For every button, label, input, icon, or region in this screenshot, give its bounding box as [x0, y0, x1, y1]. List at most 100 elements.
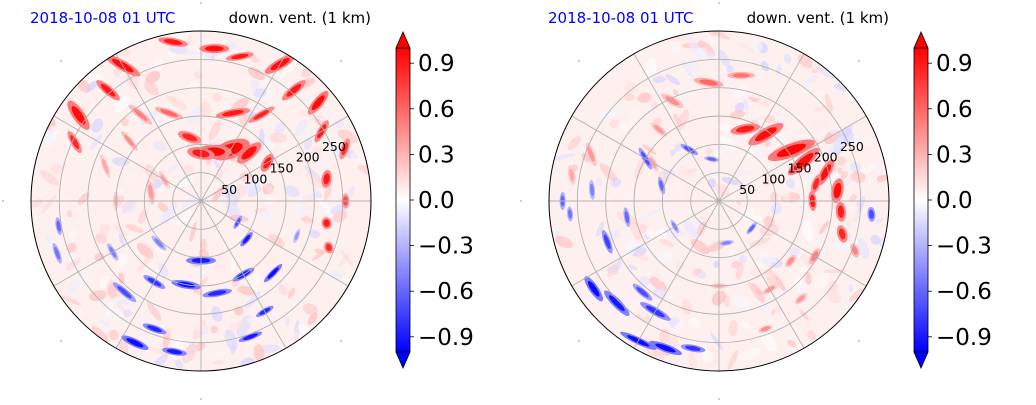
field-cell	[758, 96, 774, 107]
field-cell	[228, 185, 238, 200]
field-cell	[739, 321, 751, 330]
field-cell	[770, 202, 782, 215]
field-cell	[836, 88, 853, 101]
field-cell	[692, 268, 702, 276]
field-cell	[78, 192, 90, 205]
field-cell	[658, 238, 674, 248]
field-cell	[634, 157, 646, 179]
field-cell	[317, 294, 335, 309]
field-cell	[836, 156, 846, 166]
field-cell	[763, 216, 775, 227]
field-cell	[350, 151, 364, 164]
field-cell	[755, 258, 773, 268]
field-cell	[307, 312, 318, 326]
field-cell	[805, 80, 813, 90]
field-cell	[651, 100, 659, 110]
field-cell	[152, 141, 167, 152]
field-blob	[124, 134, 135, 147]
field-blob	[776, 143, 807, 157]
field-blob	[160, 109, 178, 117]
field-cell	[146, 216, 168, 229]
angular-tick	[718, 2, 720, 4]
field-blob	[311, 95, 325, 111]
field-cell	[783, 54, 792, 64]
field-cell	[141, 336, 153, 344]
field-blob	[587, 147, 595, 162]
field-cell	[300, 215, 314, 224]
field-cell	[760, 60, 770, 72]
field-cell	[717, 49, 730, 68]
field-cell	[236, 256, 243, 263]
field-blob	[608, 295, 625, 312]
field-cell	[774, 274, 786, 292]
field-cell	[755, 289, 762, 295]
field-blob	[603, 234, 611, 250]
field-blob	[341, 142, 349, 156]
field-cell	[823, 268, 847, 274]
field-cell	[250, 79, 260, 90]
field-cell	[108, 329, 119, 341]
field-cell	[66, 280, 81, 292]
field-cell	[675, 260, 684, 272]
field-cell	[649, 276, 667, 292]
angular-tick	[200, 398, 202, 400]
field-cell	[807, 329, 816, 341]
field-cell	[818, 67, 837, 79]
field-cell	[731, 260, 741, 269]
field-cell	[738, 347, 762, 361]
field-blob	[133, 108, 148, 121]
field-cell	[743, 98, 749, 112]
field-cell	[732, 296, 752, 311]
field-cell	[795, 285, 807, 295]
radial-tick-label: 200	[296, 150, 320, 165]
field-cell	[258, 117, 276, 130]
field-cell	[337, 129, 358, 144]
field-cell	[117, 264, 126, 274]
field-cell	[658, 274, 665, 282]
field-blob	[736, 125, 755, 133]
field-cell	[94, 252, 105, 262]
field-cell	[244, 291, 261, 310]
field-cell	[146, 346, 169, 356]
field-cell	[139, 98, 152, 113]
field-cell	[552, 153, 576, 161]
colorbar-extend-max	[913, 31, 929, 49]
field-cell	[814, 271, 830, 289]
field-blob	[732, 73, 750, 78]
field-blob	[665, 96, 680, 106]
field-blob	[325, 243, 332, 252]
field-blob	[56, 220, 61, 232]
field-cell	[650, 260, 662, 274]
field-cell	[294, 118, 308, 136]
field-cell	[176, 210, 192, 226]
field-cell	[214, 172, 222, 182]
title-date: 2018-10-08 01 UTC	[548, 9, 694, 27]
field-cell	[710, 332, 724, 351]
radial-tick-label: 50	[739, 182, 755, 197]
field-cell	[340, 250, 354, 267]
field-cell	[802, 219, 814, 243]
field-blob	[838, 228, 846, 240]
field-cell	[850, 161, 861, 173]
angular-tick	[2, 200, 4, 202]
field-cell	[702, 350, 714, 363]
radial-tick-label: 250	[840, 139, 864, 154]
field-blob	[100, 83, 116, 97]
field-cell	[210, 325, 218, 333]
field-cell	[782, 181, 790, 205]
field-cell	[595, 177, 603, 187]
field-cell	[328, 270, 343, 281]
field-blob	[101, 158, 109, 174]
field-blob	[241, 146, 257, 160]
radial-tick-label: 100	[761, 171, 785, 186]
field-cell	[707, 33, 716, 44]
field-cell	[166, 95, 188, 110]
field-blob	[685, 345, 701, 351]
field-cell	[211, 306, 223, 323]
field-blob	[323, 173, 330, 185]
field-blob	[294, 231, 300, 241]
field-cell	[165, 325, 175, 334]
angular-tick	[200, 2, 202, 4]
field-blob	[147, 325, 162, 333]
